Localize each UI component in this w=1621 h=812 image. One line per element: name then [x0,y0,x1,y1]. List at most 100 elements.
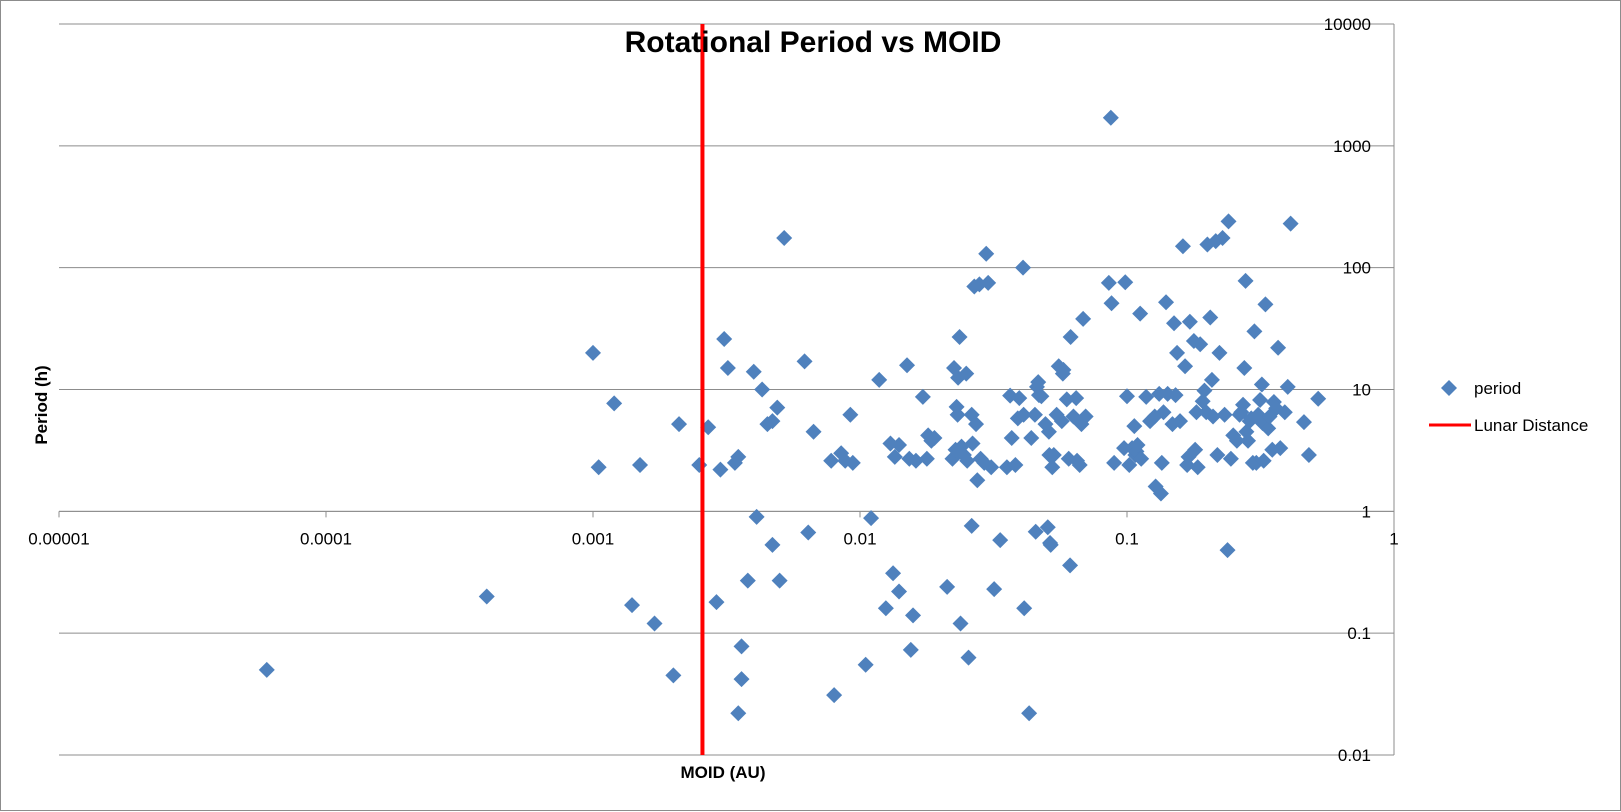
data-point [1062,328,1079,345]
data-point [632,457,649,474]
data-point [1169,344,1186,361]
data-point [969,472,986,489]
data-point [871,371,888,388]
data-point [1228,432,1245,449]
data-point [796,353,813,370]
y-tick-label: 10 [1352,381,1371,400]
data-point [952,615,969,632]
data-point [805,423,822,440]
data-point [1055,361,1072,378]
legend: period Lunar Distance [1429,379,1588,435]
data-point [1026,406,1043,423]
data-point [1042,536,1059,553]
x-tick-label: 0.00001 [28,529,89,548]
data-point [1272,440,1289,457]
data-point [1151,385,1168,402]
data-point [585,344,601,361]
data-point [776,230,793,247]
data-point [983,459,1000,476]
data-point [1119,388,1135,405]
data-point [730,448,747,465]
tick-labels: 0.01 0.1 1 10 100 1000 10000 0.00001 0.0001 0.001… [28,15,1398,765]
data-point [1203,371,1220,388]
data-point [748,508,765,525]
data-points [258,109,1327,722]
data-point [891,583,908,600]
data-point [771,572,788,589]
data-point [1138,388,1155,405]
data-point [1021,705,1038,722]
y-tick-label: 1000 [1333,137,1371,156]
data-point [986,581,1003,598]
data-point [857,656,874,673]
data-point [769,399,786,416]
data-point [1053,413,1070,430]
data-point [719,360,736,377]
data-point [739,572,756,589]
data-point [258,661,275,678]
data-point [478,588,495,605]
data-point [1117,274,1134,291]
data-point [800,524,817,541]
data-point [1276,404,1293,421]
data-point [918,450,935,467]
data-point [1295,414,1312,431]
data-point [1129,437,1146,454]
data-point [899,357,916,374]
data-point [754,381,771,398]
data-point [764,536,781,553]
data-point [1255,452,1272,469]
data-point [1075,310,1092,327]
data-point [665,667,682,684]
data-point [1260,420,1277,437]
data-point [1211,344,1228,361]
data-point [1252,392,1269,409]
data-point [1116,440,1133,457]
data-point [1188,404,1205,421]
data-point [1153,454,1170,471]
x-tick-label: 0.1 [1115,529,1139,548]
data-point [1103,295,1120,312]
data-point [1015,259,1032,276]
data-point [1011,390,1028,407]
data-point [1133,450,1150,467]
data-point [914,388,931,405]
data-point [1003,429,1020,446]
data-point [963,517,980,534]
data-point [1257,296,1274,313]
data-point [1027,523,1044,540]
data-point [764,413,781,430]
data-point [978,245,995,262]
legend-marker-period [1441,380,1457,396]
data-point [1030,374,1047,391]
data-point [949,406,966,423]
data-point [1023,429,1040,446]
data-point [1300,446,1317,463]
data-point [1219,542,1236,559]
data-point [877,600,894,617]
x-tick-label: 1 [1389,529,1398,548]
data-point [1077,408,1094,425]
data-point [1270,339,1287,356]
data-point [1071,457,1088,474]
data-point [1068,390,1085,407]
data-point [1220,213,1237,230]
data-point [1279,378,1296,395]
data-point [646,615,663,632]
data-point [1187,441,1204,458]
data-point [1235,396,1252,413]
legend-label-lunar-distance: Lunar Distance [1474,416,1588,435]
data-point [1126,418,1143,435]
data-point [1040,423,1057,440]
data-point [951,328,968,345]
data-point [907,452,924,469]
data-point [730,705,747,722]
data-point [958,365,975,382]
data-point [926,429,943,446]
data-point [745,363,762,380]
y-tick-label: 0.01 [1338,746,1371,765]
data-point [733,671,750,688]
y-tick-label: 10000 [1324,15,1371,34]
data-point [939,578,956,595]
